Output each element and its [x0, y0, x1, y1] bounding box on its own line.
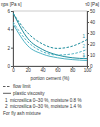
- tick-mark: [87, 66, 89, 67]
- chart: 020406080100024601020304050ηps [Pa s]τ0 …: [0, 0, 100, 127]
- legend-label: plastic viscosity: [13, 91, 45, 96]
- tick-mark: [11, 48, 13, 49]
- tick-mark: [87, 22, 89, 23]
- tick-label: 40: [90, 20, 96, 25]
- tick-label: 10: [90, 53, 96, 58]
- tick: 20: [26, 66, 32, 73]
- series-line: [13, 13, 87, 48]
- tick: 40: [87, 20, 96, 25]
- series-label: 2: [82, 44, 85, 49]
- note-label: 2: [5, 104, 8, 109]
- tick-mark: [11, 66, 13, 67]
- legend: flow limit plastic viscosity 1microsilica …: [3, 84, 82, 116]
- series-label: 1: [82, 34, 85, 39]
- tick-label: 60: [55, 68, 61, 73]
- tick-label: 80: [70, 68, 76, 73]
- tick-label: 20: [90, 42, 96, 47]
- tick: 40: [41, 66, 47, 73]
- tick-mark: [87, 55, 89, 56]
- tick-label: 30: [90, 31, 96, 36]
- tick: 50: [87, 9, 96, 14]
- legend-swatch: [3, 93, 11, 94]
- series-line: [13, 24, 87, 61]
- axis-line: [11, 12, 14, 67]
- tick-mark: [87, 33, 89, 34]
- tick-mark: [87, 44, 89, 45]
- x-axis: 0 20 40 60 80 100: [12, 66, 92, 73]
- y-axis-title: ηps [Pa s]: [1, 2, 21, 7]
- tick-label: 40: [41, 68, 47, 73]
- series-line: [13, 13, 87, 59]
- tick: 0: [12, 66, 15, 73]
- tick: 0: [87, 64, 93, 69]
- plot-frame: [13, 11, 87, 66]
- tick-mark: [87, 11, 89, 12]
- tick: 2: [7, 46, 13, 51]
- tick: 0: [7, 64, 13, 69]
- tick-label: 0: [12, 68, 15, 73]
- tick-mark: [11, 29, 13, 30]
- tick-mark: [11, 11, 13, 12]
- x-axis-title: portion cement (%): [31, 76, 70, 81]
- tick-label: 50: [90, 9, 96, 14]
- tick-label: 0: [7, 64, 10, 69]
- note-text: microsilica 0–30 %, moisture 1.4 %: [10, 104, 82, 109]
- note-text: microsilica 0–30 %, moisture 0.8 %: [10, 98, 82, 103]
- tick-label: 20: [26, 68, 32, 73]
- axis-line: [88, 12, 90, 67]
- tick: 6: [7, 9, 13, 14]
- tick: 30: [87, 31, 96, 36]
- tick: 60: [55, 66, 61, 73]
- legend-label: flow limit: [13, 84, 31, 89]
- legend-swatch: [3, 86, 11, 87]
- tick: 80: [70, 66, 76, 73]
- y2-axis: 0 10 20 30 40 50: [87, 9, 96, 69]
- tick-label: 2: [7, 46, 10, 51]
- tick: 10: [87, 53, 96, 58]
- tick: 20: [87, 42, 96, 47]
- tick-label: 100: [84, 68, 92, 73]
- series-label: 2: [82, 55, 85, 60]
- tick-label: 0: [90, 64, 93, 69]
- note-label: 1: [5, 98, 8, 103]
- tick-label: 6: [7, 9, 10, 14]
- axis-line: [14, 67, 88, 69]
- series-labels: 1212: [82, 34, 85, 60]
- plot-area: [13, 13, 87, 61]
- footnote: For fly ash mixture: [3, 111, 41, 116]
- tick: 4: [7, 27, 13, 32]
- y2-axis-title: τ0 [Pa]: [85, 2, 99, 7]
- tick-label: 4: [7, 27, 10, 32]
- series-line: [13, 22, 87, 55]
- y-axis: 0 2 4 6: [7, 9, 13, 69]
